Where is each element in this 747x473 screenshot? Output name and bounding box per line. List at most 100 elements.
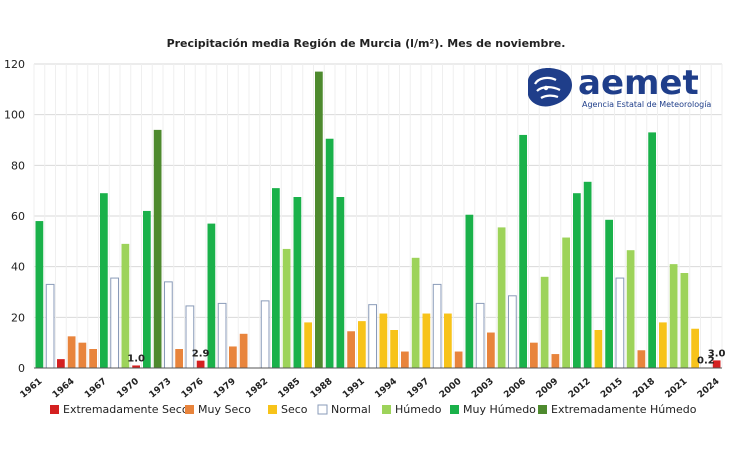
- bar-2008: [540, 276, 549, 368]
- data-label-1970: 1.0: [127, 353, 145, 364]
- legend-label-N: Normal: [331, 403, 371, 416]
- bar-2002: [475, 302, 485, 369]
- x-tick-label-1970: 1970: [115, 377, 141, 401]
- x-tick-label-2000: 2000: [438, 377, 464, 401]
- bar-1963: [57, 359, 65, 368]
- bar-1969: [121, 243, 130, 368]
- y-tick-label: 0: [18, 362, 25, 375]
- bar-1985: [293, 197, 302, 368]
- bar-2004: [497, 227, 506, 368]
- bar-2024: [712, 360, 721, 368]
- x-tick-label-1964: 1964: [51, 377, 77, 401]
- x-tick-label-1985: 1985: [277, 377, 303, 401]
- bar-1977: [207, 223, 216, 368]
- x-tick-label-2018: 2018: [631, 377, 657, 401]
- bar-2017: [637, 350, 646, 368]
- x-axis-ticks: 1961 1964 1967 1970 1973 1976 1979 1982 1985 1988…: [19, 377, 722, 401]
- y-tick-label: 60: [11, 210, 25, 223]
- bar-2019: [659, 322, 667, 368]
- bar-1982: [260, 300, 270, 369]
- legend-swatch-ES: [50, 405, 59, 414]
- x-tick-label-2012: 2012: [567, 377, 593, 401]
- x-tick-label-2003: 2003: [470, 377, 496, 401]
- y-tick-label: 80: [11, 159, 25, 172]
- bar-2003: [487, 332, 495, 368]
- bar-2001: [465, 214, 474, 368]
- bar-2005: [508, 295, 517, 369]
- grid-lines: [33, 63, 723, 369]
- bar-1961: [35, 221, 44, 368]
- bar-1991: [358, 321, 366, 368]
- bar-1974: [175, 349, 183, 368]
- bar-1984: [282, 248, 291, 368]
- aemet-logo: aemet Agencia Estatal de Meteorología: [528, 63, 711, 109]
- bar-1992: [368, 304, 377, 369]
- bar-1998: [432, 283, 442, 369]
- bar-1972: [153, 129, 162, 368]
- x-tick-label-1967: 1967: [83, 377, 109, 401]
- bar-1987: [315, 71, 323, 368]
- bar-1968: [110, 277, 119, 369]
- bar-2006: [519, 134, 527, 368]
- bar-2014: [605, 219, 613, 368]
- bar-2010: [562, 237, 570, 368]
- x-tick-label-1994: 1994: [373, 377, 399, 401]
- x-tick-label-1979: 1979: [212, 377, 238, 401]
- legend-swatch-MH: [450, 405, 459, 414]
- bar-2009: [551, 354, 560, 368]
- x-tick-label-1961: 1961: [19, 377, 45, 401]
- data-label-1976: 2.9: [192, 349, 210, 360]
- bar-1973: [164, 281, 173, 369]
- bar-1964: [67, 336, 76, 368]
- bar-2018: [648, 132, 656, 368]
- x-tick-label-2024: 2024: [696, 377, 722, 401]
- bar-2013: [594, 330, 603, 368]
- bar-2011: [573, 193, 581, 368]
- y-tick-label: 40: [11, 261, 25, 274]
- bar-1962: [45, 283, 55, 369]
- y-axis-ticks: 0 20 40 60 80 100 120: [4, 58, 25, 375]
- data-labels: 1.0 2.9 0.23.0: [127, 348, 725, 366]
- x-tick-label-1991: 1991: [341, 377, 367, 401]
- legend-swatch-S: [268, 405, 277, 414]
- x-tick-label-2021: 2021: [664, 377, 690, 401]
- bar-1999: [444, 313, 452, 368]
- legend-label-MS: Muy Seco: [198, 403, 251, 416]
- bar-1989: [336, 197, 345, 368]
- bar-1976: [196, 360, 205, 368]
- chart-title: Precipitación media Región de Murcia (l/…: [167, 37, 566, 50]
- bar-1997: [422, 313, 431, 368]
- bars: [35, 71, 721, 369]
- bar-1971: [143, 210, 151, 368]
- bar-1980: [239, 333, 248, 368]
- legend-swatch-H: [382, 405, 391, 414]
- bar-1966: [89, 349, 97, 368]
- y-tick-label: 100: [4, 109, 25, 122]
- logo-wordmark: aemet: [578, 63, 699, 103]
- data-label-2024: 3.0: [708, 348, 726, 359]
- y-tick-label: 20: [11, 311, 25, 324]
- bar-1986: [304, 322, 312, 368]
- x-tick-label-2009: 2009: [535, 377, 561, 401]
- bar-1990: [347, 331, 355, 368]
- bar-2015: [615, 277, 625, 369]
- bar-2007: [530, 342, 538, 368]
- legend-label-S: Seco: [281, 403, 308, 416]
- bar-2000: [454, 351, 463, 368]
- legend: Extremadamente Seco Muy Seco Seco Normal Húm…: [50, 403, 697, 416]
- bar-1996: [411, 257, 420, 368]
- legend-label-ES: Extremadamente Seco: [63, 403, 189, 416]
- bar-2012: [583, 181, 592, 368]
- bar-1995: [401, 351, 409, 368]
- bar-1983: [272, 188, 280, 368]
- bar-1988: [325, 138, 334, 368]
- x-tick-label-2015: 2015: [599, 377, 625, 401]
- bar-1970: [132, 365, 140, 368]
- legend-swatch-N: [317, 404, 328, 415]
- bar-2020: [669, 264, 678, 368]
- x-tick-label-2006: 2006: [502, 377, 528, 401]
- bar-1978: [217, 302, 227, 369]
- bar-1994: [390, 330, 398, 368]
- bar-1967: [100, 193, 108, 368]
